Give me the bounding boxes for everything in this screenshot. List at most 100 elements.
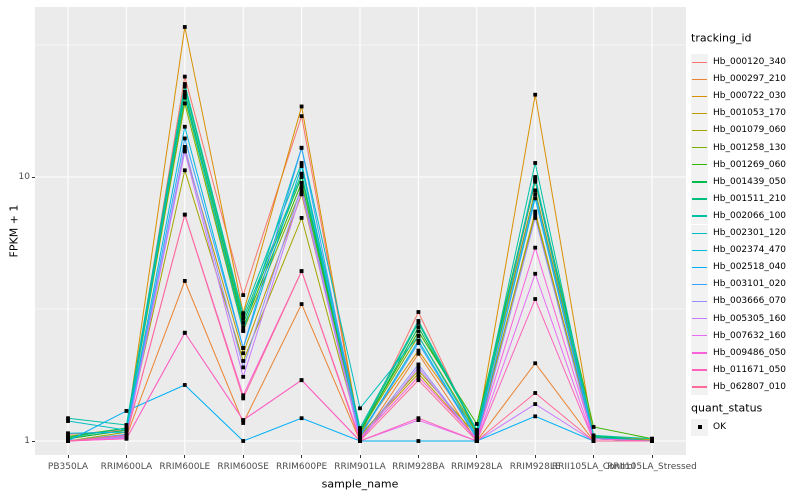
line-swatch-icon	[692, 164, 707, 166]
data-point	[474, 430, 479, 435]
y-tick-mark	[32, 176, 35, 178]
legend-item-label: Hb_002374_470	[713, 245, 787, 256]
legend-item-Hb_011671_050: Hb_011671_050	[691, 361, 787, 379]
data-point	[416, 329, 421, 334]
data-point	[358, 426, 362, 430]
data-point	[241, 329, 246, 333]
legend-item-Hb_002066_100: Hb_002066_100	[691, 207, 787, 225]
data-point	[299, 378, 304, 383]
x-tick-label: RRIM928BA	[392, 462, 445, 472]
x-tick-label: RRIM901LA	[334, 462, 386, 472]
data-point	[416, 439, 421, 443]
data-point	[241, 439, 246, 443]
legend-item-label: Hb_003101_020	[713, 279, 787, 290]
line-swatch-icon	[692, 283, 707, 286]
legend-item-Hb_001258_130: Hb_001258_130	[691, 139, 786, 156]
x-tick-mark	[476, 455, 478, 458]
data-point	[299, 416, 304, 421]
legend-item-label: Hb_002066_100	[713, 210, 787, 221]
legend-item-Hb_002374_470: Hb_002374_470	[691, 241, 787, 259]
legend-item-Hb_001511_210: Hb_001511_210	[691, 190, 786, 208]
x-tick-label: RRIM928LA	[451, 462, 503, 472]
legend-title-tracking-id: tracking_id	[691, 31, 752, 45]
data-point	[182, 145, 187, 149]
data-point	[299, 189, 304, 194]
data-point	[416, 351, 421, 356]
data-point	[416, 334, 421, 338]
legend-item-label: OK	[713, 422, 726, 432]
line-swatch-icon	[692, 198, 707, 200]
x-tick-mark	[242, 455, 244, 458]
data-point	[124, 430, 129, 435]
square-point-icon	[697, 425, 702, 429]
x-tick-mark	[184, 455, 186, 458]
data-point	[358, 430, 362, 435]
line-swatch-icon	[692, 386, 707, 388]
data-point	[241, 393, 246, 398]
data-point	[182, 84, 187, 89]
data-point	[416, 348, 421, 353]
data-point	[299, 302, 304, 307]
data-point	[416, 325, 421, 330]
line-swatch-icon	[692, 181, 707, 183]
legend-item-label: Hb_000120_340	[713, 57, 787, 67]
line-swatch-icon	[692, 215, 707, 217]
legend-item-label: Hb_002518_040	[713, 262, 787, 273]
data-point	[182, 212, 187, 217]
data-point	[182, 101, 187, 106]
legend-item-label: Hb_002301_120	[713, 228, 787, 238]
data-point	[650, 436, 654, 441]
data-point	[241, 396, 246, 401]
x-tick-mark	[125, 455, 127, 458]
data-point	[299, 161, 304, 165]
data-point	[533, 176, 538, 181]
legend-item-Hb_000120_340: Hb_000120_340	[691, 53, 787, 71]
data-point	[299, 180, 304, 185]
data-point	[299, 175, 304, 179]
data-point	[66, 416, 70, 421]
legend-key-swatch	[691, 310, 708, 327]
data-point	[182, 25, 187, 29]
x-tick-label: RRIM600LA	[100, 462, 153, 472]
legend-item-label: Hb_001258_130	[713, 142, 787, 153]
legend-key-swatch	[691, 344, 708, 362]
line-swatch-icon	[692, 232, 707, 234]
line-swatch-icon	[692, 95, 707, 98]
data-point	[533, 414, 538, 419]
data-point	[416, 416, 421, 421]
legend-key-swatch	[691, 275, 708, 293]
plot-panel	[35, 7, 686, 455]
data-point	[416, 310, 421, 314]
legend-item-Hb_000297_210: Hb_000297_210	[691, 70, 786, 88]
legend-item-quant-ok: OK	[691, 418, 726, 436]
legend-key-swatch	[691, 327, 708, 345]
legend-item-label: Hb_011671_050	[713, 364, 787, 375]
y-tick-label: 10	[18, 172, 30, 182]
data-point	[241, 351, 246, 356]
y-tick-label: 1	[24, 436, 30, 446]
legend-item-Hb_000722_030: Hb_000722_030	[691, 87, 786, 105]
data-point	[299, 164, 304, 168]
legend-key-swatch	[691, 241, 708, 259]
line-swatch-icon	[692, 78, 707, 80]
line-swatch-icon	[692, 318, 707, 320]
legend-key-swatch	[691, 121, 708, 139]
x-tick-mark	[593, 455, 595, 458]
data-point	[474, 436, 479, 441]
legend-item-label: Hb_003666_070	[713, 296, 787, 307]
legend-item-Hb_062807_010: Hb_062807_010	[691, 378, 786, 396]
data-point	[533, 391, 538, 395]
legend-key-swatch	[691, 378, 708, 396]
data-point	[533, 402, 538, 406]
legend-item-Hb_001079_060: Hb_001079_060	[691, 121, 786, 139]
data-point	[66, 439, 70, 443]
data-point	[241, 293, 246, 297]
legend-item-label: Hb_001439_050	[713, 176, 787, 187]
data-point	[416, 374, 421, 379]
legend-item-Hb_009486_050: Hb_009486_050	[691, 344, 786, 362]
legend-item-label: Hb_007632_160	[713, 330, 787, 341]
data-point	[241, 365, 246, 370]
line-swatch-icon	[692, 352, 707, 354]
data-point	[299, 215, 304, 220]
